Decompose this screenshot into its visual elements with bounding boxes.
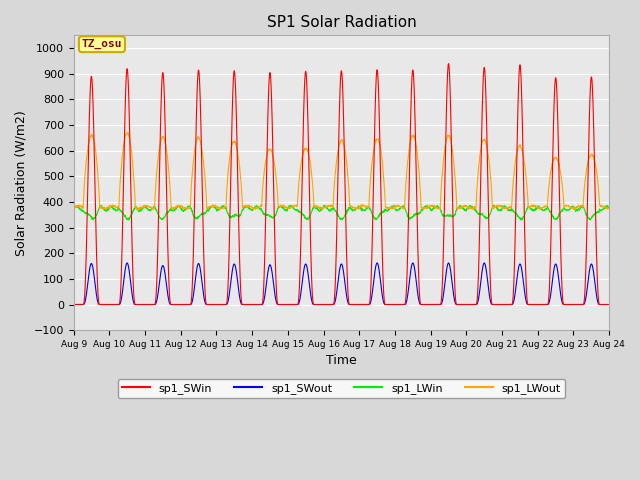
sp1_SWin <box>445 61 452 67</box>
sp1_SWout <box>573 301 580 307</box>
sp1_LWin <box>369 212 376 217</box>
sp1_SWout <box>220 301 227 307</box>
sp1_SWout <box>123 260 131 266</box>
Line: sp1_SWin: sp1_SWin <box>74 64 609 304</box>
sp1_LWout <box>573 204 581 210</box>
sp1_LWin <box>357 205 365 211</box>
sp1_LWout <box>70 204 77 210</box>
sp1_SWin <box>573 301 580 307</box>
Line: sp1_LWout: sp1_LWout <box>74 133 609 210</box>
sp1_LWout <box>605 205 613 211</box>
sp1_LWin <box>220 203 227 208</box>
sp1_LWout <box>135 207 143 213</box>
sp1_SWin <box>558 286 566 291</box>
sp1_LWin <box>125 217 132 223</box>
Title: SP1 Solar Radiation: SP1 Solar Radiation <box>266 15 416 30</box>
sp1_SWin <box>356 301 364 307</box>
sp1_SWin <box>70 301 77 307</box>
sp1_SWout <box>70 301 77 307</box>
sp1_SWout <box>605 301 613 307</box>
sp1_LWin <box>497 207 505 213</box>
Y-axis label: Solar Radiation (W/m2): Solar Radiation (W/m2) <box>15 110 28 256</box>
sp1_SWin <box>369 237 376 243</box>
sp1_SWin <box>497 301 505 307</box>
sp1_SWout <box>369 288 376 294</box>
Text: TZ_osu: TZ_osu <box>82 39 122 49</box>
sp1_LWout <box>497 204 505 209</box>
X-axis label: Time: Time <box>326 354 356 367</box>
sp1_LWin <box>573 207 581 213</box>
sp1_LWin <box>605 204 613 210</box>
sp1_SWout <box>558 299 566 304</box>
Line: sp1_LWin: sp1_LWin <box>74 205 609 220</box>
sp1_SWout <box>357 301 365 307</box>
sp1_LWout <box>369 155 376 160</box>
Line: sp1_SWout: sp1_SWout <box>74 263 609 304</box>
sp1_SWin <box>219 301 227 307</box>
sp1_LWout <box>123 130 131 136</box>
sp1_LWout <box>357 204 365 209</box>
sp1_LWout <box>559 182 566 188</box>
sp1_LWout <box>220 205 227 211</box>
Legend: sp1_SWin, sp1_SWout, sp1_LWin, sp1_LWout: sp1_SWin, sp1_SWout, sp1_LWin, sp1_LWout <box>118 379 565 398</box>
sp1_LWin <box>559 207 566 213</box>
sp1_LWin <box>390 203 397 208</box>
sp1_SWin <box>605 301 613 307</box>
sp1_LWin <box>70 205 77 211</box>
sp1_SWout <box>497 301 505 307</box>
